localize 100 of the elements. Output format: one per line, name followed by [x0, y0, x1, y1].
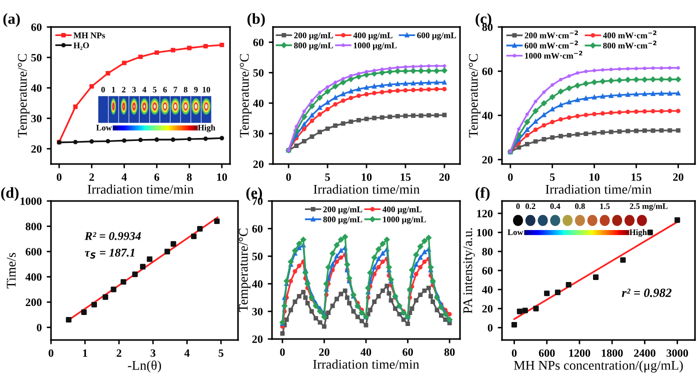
- annotation: 0: [101, 86, 105, 92]
- x-tick-label: 15: [400, 173, 411, 181]
- annotation: 0.4: [550, 203, 560, 210]
- legend-label: 400 mW·cm$^{−2}$: [602, 30, 656, 38]
- x-tick-label: 80: [444, 348, 455, 356]
- y-tick-label: 800: [26, 222, 42, 230]
- y-axis-title: Temperature/°C: [238, 228, 250, 312]
- x-axis-title: Irradiation time/min: [546, 184, 652, 194]
- y-tick-label: 40: [31, 84, 42, 92]
- y-tick-label: 600: [26, 248, 42, 256]
- legend-label: H₂O: [74, 42, 89, 50]
- y-tick-label: 60: [31, 23, 42, 31]
- annotation: 7: [174, 86, 178, 92]
- x-axis-title: Irradiation time/min: [313, 359, 420, 369]
- annotation: 0.2: [526, 203, 536, 210]
- x-tick-label: 20: [673, 173, 684, 181]
- annotation: 2: [122, 86, 126, 92]
- x-tick-label: 0: [48, 349, 54, 357]
- x-tick-label: 5: [550, 173, 555, 181]
- y-tick-label: 40: [482, 112, 493, 120]
- annotation: 6: [163, 86, 167, 92]
- x-tick-label: 10: [217, 173, 227, 181]
- x-tick-label: 5: [218, 349, 224, 357]
- y-tick-label: 60: [482, 266, 493, 274]
- y-tick-label: 200: [26, 298, 42, 306]
- annotation: 10: [202, 86, 210, 92]
- annotation: 1: [112, 86, 116, 92]
- y-tick-label: 30: [253, 130, 264, 138]
- chart-title: (b): [247, 13, 265, 27]
- x-tick-label: 40: [360, 348, 372, 356]
- legend-label: 600 mW·cm$^{−2}$: [524, 40, 578, 49]
- annotation: 0.8: [575, 203, 585, 210]
- annotation: 2.5 mg/mL: [630, 203, 668, 211]
- annotation: High: [198, 124, 216, 132]
- y-tick-label: 20: [252, 335, 263, 343]
- y-tick-label: 80: [482, 248, 493, 256]
- legend-label: 400 μg/mL: [353, 32, 392, 40]
- legend-label: 800 μg/mL: [323, 216, 362, 224]
- x-tick-label: 15: [632, 173, 642, 181]
- legend-label: MH NPs: [74, 32, 105, 38]
- chart-title: (a): [3, 13, 20, 27]
- x-tick-label: 2: [116, 349, 122, 357]
- x-axis-title: Irradiation time/min: [314, 184, 420, 194]
- y-tick-label: 50: [31, 54, 42, 62]
- x-tick-label: 6: [154, 173, 160, 181]
- y-tick-label: 1000: [20, 197, 42, 205]
- legend-label: 800 mW·cm$^{−2}$: [603, 40, 656, 49]
- x-tick-label: 4: [184, 349, 190, 357]
- x-tick-label: 2400: [634, 349, 656, 357]
- annotation: High: [630, 229, 647, 237]
- y-tick-label: 50: [253, 69, 264, 77]
- x-tick-label: 20: [439, 173, 450, 181]
- y-axis-title: PA intensity/a.u.: [463, 228, 475, 314]
- x-tick-label: 1200: [569, 349, 590, 357]
- annotation: 5: [152, 86, 156, 92]
- x-tick-label: 1800: [602, 349, 623, 357]
- annotation: r² = 0.982: [622, 288, 672, 298]
- x-tick-label: 0: [56, 173, 62, 181]
- y-tick-label: 40: [252, 280, 263, 288]
- x-tick-label: 5: [325, 173, 330, 181]
- chart-title: (f): [476, 186, 490, 201]
- y-tick-label: 0: [36, 324, 42, 332]
- x-tick-label: 0: [512, 349, 517, 357]
- y-tick-label: 120: [477, 210, 493, 218]
- annotation: 4: [142, 86, 146, 92]
- annotation: 8: [184, 86, 188, 92]
- y-tick-label: 40: [253, 100, 264, 108]
- x-tick-label: 60: [402, 348, 413, 356]
- legend-label: 1000 μg/mL: [354, 42, 397, 50]
- y-tick-label: 400: [25, 273, 42, 281]
- legend-label: 1000 μg/mL: [383, 216, 426, 224]
- x-tick-label: 0: [286, 173, 291, 181]
- y-tick-label: 30: [31, 114, 42, 122]
- legend-label: 1000 mW·cm$^{−2}$: [525, 50, 582, 59]
- x-tick-label: 0: [508, 173, 513, 181]
- legend-label: 800 μg/mL: [294, 42, 334, 50]
- y-tick-label: 30: [252, 308, 263, 316]
- x-tick-label: 4: [122, 173, 127, 181]
- legend-label: 200 μg/mL: [294, 32, 334, 40]
- y-tick-label: 60: [253, 38, 264, 46]
- annotation: Low: [508, 230, 524, 236]
- y-axis-title: Temperature/°C: [18, 54, 30, 138]
- y-tick-label: 100: [477, 228, 493, 236]
- legend-label: 200 mW·cm$^{−2}$: [524, 30, 578, 38]
- y-axis-title: Time/s: [6, 252, 16, 288]
- legend-label: 600 μg/mL: [417, 32, 456, 40]
- annotation: R² = 0.9934: [84, 232, 141, 240]
- x-tick-label: 1: [83, 349, 88, 357]
- legend-label: 200 μg/mL: [323, 206, 362, 214]
- annotation: τ$_{S}$ = 187.1: [84, 248, 134, 259]
- annotation: 0: [516, 203, 520, 210]
- y-tick-label: 20: [31, 145, 42, 153]
- x-axis-title: Irradiation time/min: [88, 184, 194, 194]
- x-tick-label: 0: [280, 348, 285, 356]
- x-axis-title: -Ln(θ): [128, 360, 161, 373]
- x-tick-label: 600: [538, 349, 555, 357]
- y-tick-label: 60: [252, 225, 263, 233]
- annotation: Low: [96, 124, 112, 130]
- x-tick-label: 3000: [666, 349, 688, 357]
- annotation: 9: [194, 86, 198, 92]
